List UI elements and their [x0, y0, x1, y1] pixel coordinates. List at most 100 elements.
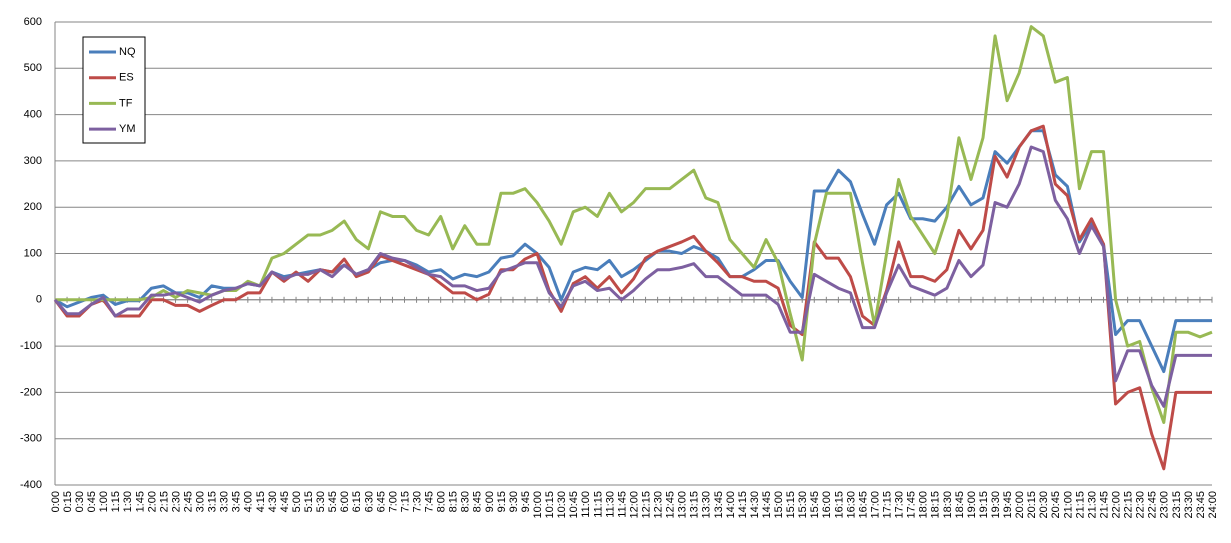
x-tick-label: 22:15: [1123, 491, 1135, 519]
x-tick-label: 1:45: [134, 491, 146, 512]
x-tick-label: 17:30: [894, 491, 906, 519]
x-tick-label: 2:30: [170, 491, 182, 512]
legend-label: TF: [119, 97, 133, 109]
x-tick-label: 11:30: [604, 491, 616, 518]
series-line: [55, 25, 1213, 424]
x-tick-label: 2:15: [158, 491, 170, 512]
x-tick-label: 22:30: [1135, 491, 1147, 519]
x-tick-label: 4:30: [267, 491, 279, 512]
x-tick-label: 0:15: [62, 491, 74, 512]
legend-label: NQ: [119, 46, 136, 58]
x-tick-label: 3:45: [231, 491, 243, 512]
x-tick-label: 6:00: [339, 491, 351, 512]
x-tick-label: 14:15: [737, 491, 749, 519]
x-tick-label: 0:45: [86, 491, 98, 512]
x-tick-label: 4:15: [255, 491, 267, 512]
x-tick-label: 8:30: [460, 491, 472, 512]
x-tick-label: 17:45: [906, 491, 918, 519]
x-tick-label: 10:30: [556, 491, 568, 519]
x-tick-label: 17:00: [869, 491, 881, 519]
legend-box: [82, 36, 146, 144]
x-tick-label: 14:00: [725, 491, 737, 519]
x-tick-label: 1:00: [98, 491, 110, 512]
x-tick-label: 8:45: [472, 491, 484, 512]
x-tick-label: 12:30: [653, 491, 665, 519]
x-tick-label: 7:00: [387, 491, 399, 512]
y-tick-label: 500: [24, 62, 42, 74]
x-tick-label: 4:00: [243, 491, 255, 512]
x-tick-label: 12:45: [665, 491, 677, 519]
y-tick-label: 200: [24, 201, 42, 213]
x-tick-label: 5:45: [327, 491, 339, 512]
x-tick-label: 14:45: [761, 491, 773, 519]
x-tick-label: 20:30: [1038, 491, 1050, 519]
series-line: [53, 145, 1212, 408]
x-tick-label: 7:30: [411, 491, 423, 512]
y-tick-label: -400: [20, 479, 42, 491]
x-tick-label: 18:30: [942, 491, 954, 519]
x-tick-label: 9:45: [520, 491, 532, 512]
x-tick-label: 13:45: [713, 491, 725, 519]
x-tick-label: 3:00: [195, 491, 207, 512]
x-tick-label: 19:15: [978, 491, 990, 519]
x-tick-label: 10:00: [532, 491, 544, 519]
x-tick-label: 15:30: [797, 491, 809, 519]
x-tick-label: 17:15: [882, 491, 894, 519]
x-tick-label: 13:15: [689, 491, 701, 519]
x-tick-label: 1:30: [122, 491, 134, 512]
legend-label: YM: [119, 123, 136, 135]
x-tick-label: 9:30: [508, 491, 520, 512]
y-tick-label: 100: [24, 247, 42, 259]
x-tick-label: 24:00: [1207, 491, 1219, 519]
x-tick-label: 6:45: [375, 491, 387, 512]
x-tick-label: 10:45: [568, 491, 580, 519]
x-tick-label: 16:30: [845, 491, 857, 519]
x-tick-label: 23:15: [1171, 491, 1183, 519]
x-tick-label: 19:30: [990, 491, 1002, 519]
x-tick-label: 5:00: [291, 491, 303, 512]
x-tick-label: 3:30: [219, 491, 231, 512]
x-tick-label: 21:30: [1086, 491, 1098, 519]
x-tick-label: 0:30: [74, 491, 86, 512]
x-tick-label: 23:00: [1159, 491, 1171, 519]
x-tick-label: 7:15: [399, 491, 411, 512]
x-tick-label: 23:30: [1183, 491, 1195, 519]
x-tick-label: 11:45: [616, 491, 628, 518]
x-tick-label: 11:00: [580, 491, 592, 518]
y-tick-label: -300: [20, 433, 42, 445]
x-tick-label: 10:15: [544, 491, 556, 519]
x-tick-label: 20:15: [1026, 491, 1038, 519]
x-tick-label: 3:15: [207, 491, 219, 512]
y-tick-label: -200: [20, 386, 42, 398]
y-tick-label: 400: [24, 109, 42, 121]
x-tick-label: 16:00: [821, 491, 833, 519]
x-tick-label: 19:00: [966, 491, 978, 519]
y-tick-label: 600: [24, 16, 42, 28]
x-tick-label: 5:15: [303, 491, 315, 512]
x-tick-label: 6:15: [351, 491, 363, 512]
x-tick-label: 21:00: [1062, 491, 1074, 519]
x-tick-label: 13:30: [701, 491, 713, 519]
x-tick-label: 18:45: [954, 491, 966, 519]
x-tick-label: 21:15: [1074, 491, 1086, 519]
x-tick-label: 6:30: [363, 491, 375, 512]
x-tick-label: 8:00: [436, 491, 448, 512]
series-line: [54, 129, 1212, 374]
x-tick-label: 20:45: [1050, 491, 1062, 519]
x-tick-label: 18:15: [930, 491, 942, 519]
x-tick-label: 19:45: [1002, 491, 1014, 519]
x-tick-label: 15:45: [809, 491, 821, 519]
x-tick-label: 12:15: [640, 491, 652, 519]
x-tick-label: 16:45: [857, 491, 869, 519]
x-tick-label: 16:15: [833, 491, 845, 519]
x-tick-label: 9:15: [496, 491, 508, 512]
legend-label: ES: [119, 72, 134, 84]
x-tick-label: 0:00: [50, 491, 62, 512]
x-tick-label: 2:45: [182, 491, 194, 512]
x-tick-label: 9:00: [484, 491, 496, 512]
x-tick-label: 23:45: [1195, 491, 1207, 519]
x-tick-label: 21:45: [1098, 491, 1110, 519]
x-tick-label: 4:45: [279, 491, 291, 512]
y-tick-label: -100: [20, 340, 42, 352]
